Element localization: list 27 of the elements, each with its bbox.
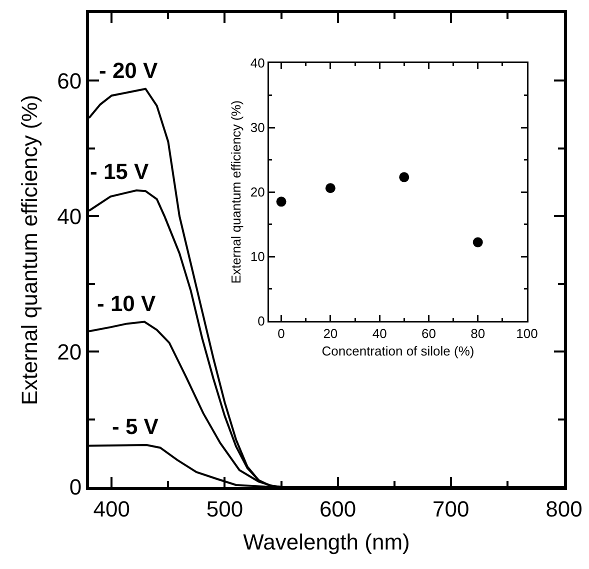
series-label: - 5 V — [112, 414, 159, 439]
x-axis-title: Concentration of silole (%) — [322, 343, 474, 358]
y-tick-label: 20 — [250, 184, 265, 200]
x-tick-label: 0 — [278, 326, 285, 342]
series-label: - 20 V — [99, 58, 158, 83]
x-tick-label: 80 — [470, 326, 486, 342]
x-tick-label: 500 — [206, 496, 244, 522]
x-tick-label: 700 — [432, 496, 470, 522]
y-tick-label: 10 — [250, 249, 265, 264]
x-tick-label: 800 — [546, 496, 582, 522]
y-tick-label: 0 — [258, 314, 265, 329]
x-axis-title: Wavelength (nm) — [243, 529, 410, 554]
x-tick-label: 400 — [93, 496, 130, 522]
x-tick-label: 600 — [319, 496, 356, 522]
y-tick-label: 40 — [250, 56, 265, 71]
y-tick-label: 40 — [57, 204, 82, 229]
y-tick-label: 60 — [57, 68, 82, 94]
x-tick-label: 100 — [516, 326, 538, 342]
y-tick-label: 30 — [250, 120, 265, 136]
y-axis-title: External quantum efficiency (%) — [228, 100, 244, 284]
y-axis-title: External quantum efficiency (%) — [16, 94, 42, 406]
series-label: - 15 V — [90, 159, 150, 184]
x-tick-label: 20 — [323, 326, 338, 342]
y-tick-label: 0 — [69, 474, 82, 500]
series-label: - 10 V — [97, 291, 156, 316]
x-tick-label: 40 — [372, 326, 387, 342]
x-tick-label: 60 — [421, 326, 436, 342]
